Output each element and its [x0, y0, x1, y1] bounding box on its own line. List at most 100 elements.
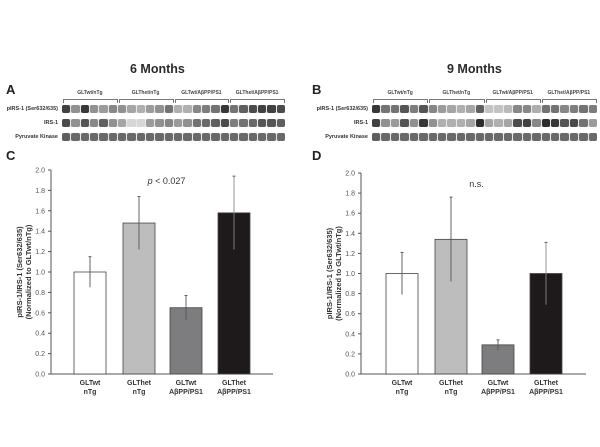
blot-band [89, 119, 99, 127]
blot-band [503, 119, 513, 127]
significance-annotation: p < 0.027 [147, 176, 186, 186]
y-tick-label: 1.0 [345, 271, 355, 278]
blot-band [419, 119, 428, 127]
blot-band [560, 105, 569, 113]
blot-band [485, 105, 494, 113]
panel-label-b: B [312, 82, 322, 97]
blot-group-bracket [541, 99, 597, 103]
blot-band [136, 133, 145, 141]
blot-band [80, 105, 89, 113]
blot-group-bracket [485, 99, 541, 103]
blot-band [532, 133, 541, 141]
blot-band [267, 119, 276, 127]
blot-band [494, 105, 503, 113]
blot-band [400, 105, 409, 113]
blot-band [485, 133, 494, 141]
y-tick-label: 1.6 [345, 211, 355, 218]
blot-band [183, 119, 192, 127]
blot-row-label: IRS-1 [43, 120, 58, 126]
blot-band [588, 105, 598, 113]
blot-row-label: Pyruvate Kinase [325, 134, 368, 140]
panel-label-c: C [6, 148, 16, 163]
blot-band [513, 119, 522, 127]
blot-band [551, 105, 560, 113]
bar-chart-c: 0.0 0.2 0.4 0.6 0.8 1.0 1.2 1.4 1.6 1.8 2.0 pIRS-1/… [15, 168, 273, 396]
x-category-label: nTg [84, 389, 97, 396]
blot-band [551, 119, 560, 127]
y-tick-label: 0.4 [345, 331, 355, 338]
blot-band-row [62, 119, 285, 127]
blot-band [475, 133, 485, 141]
blot-band [164, 119, 173, 127]
blot-row-label: IRS-1 [353, 120, 368, 126]
blot-band [276, 133, 285, 141]
blot-band [428, 105, 437, 113]
blot-band [257, 133, 267, 141]
blot-band [409, 133, 419, 141]
blot-band [579, 119, 588, 127]
blot-band [257, 105, 267, 113]
blot-band [89, 105, 99, 113]
blot-band [62, 119, 71, 127]
blot-band [71, 105, 80, 113]
blot-group-bracket [230, 99, 285, 103]
blot-band [541, 133, 551, 141]
blot-band [428, 133, 437, 141]
blot-band [155, 105, 164, 113]
blot-band [437, 105, 447, 113]
y-tick-label: 2.0 [345, 171, 355, 178]
blot-band [173, 105, 183, 113]
western-blot-a: GLTwt/nTg GLThet/nTg GLTwt/AβPP/PS1 GLThet/… [0, 88, 300, 144]
blot-band [80, 133, 89, 141]
blot-band [71, 119, 80, 127]
blot-band [80, 119, 89, 127]
blot-band [428, 119, 437, 127]
blot-band [220, 133, 229, 141]
blot-band [108, 105, 117, 113]
blot-band [267, 133, 276, 141]
blot-band [569, 105, 579, 113]
blot-band [229, 119, 239, 127]
blot-band [372, 105, 381, 113]
blot-band [579, 105, 588, 113]
title-6-months: 6 Months [130, 62, 185, 76]
x-category-label: GLThet [222, 380, 247, 387]
x-category-label: AβPP/PS1 [529, 389, 563, 396]
x-category-label: GLTwt [488, 380, 509, 387]
blot-band [211, 105, 220, 113]
blot-band [466, 105, 475, 113]
blot-band [248, 119, 257, 127]
blot-band [372, 133, 381, 141]
blot-group-label: GLThet/nTg [131, 90, 160, 96]
blot-band [522, 133, 532, 141]
blot-band [532, 119, 541, 127]
blot-group-label: GLThet/AβPP/PS1 [547, 90, 591, 96]
blot-band [239, 119, 248, 127]
blot-band [201, 105, 211, 113]
x-category-label: GLThet [127, 380, 152, 387]
blot-band [437, 119, 447, 127]
blot-band [136, 105, 145, 113]
blot-group-label: GLThet/nTg [442, 90, 471, 96]
blot-band [108, 133, 117, 141]
blot-band [239, 133, 248, 141]
blot-band [513, 133, 522, 141]
blot-band [267, 105, 276, 113]
x-category-label: AβPP/PS1 [169, 389, 203, 396]
y-tick-label: 0.8 [35, 290, 45, 297]
y-tick-label: 0.4 [35, 331, 45, 338]
blot-row-label: Pyruvate Kinase [15, 134, 58, 140]
blot-band [192, 133, 201, 141]
blot-band [192, 119, 201, 127]
y-tick-label: 0.2 [35, 351, 45, 358]
y-axis-label: pIRS-1/IRS-1 (Ser632/635) [325, 227, 334, 319]
blot-band [522, 119, 532, 127]
blot-band [145, 119, 155, 127]
blot-band [494, 119, 503, 127]
blot-band [466, 133, 475, 141]
y-tick-label: 1.8 [35, 188, 45, 195]
blot-band [390, 133, 400, 141]
x-category-label: GLThet [534, 380, 559, 387]
blot-band [62, 105, 71, 113]
blot-band [211, 133, 220, 141]
